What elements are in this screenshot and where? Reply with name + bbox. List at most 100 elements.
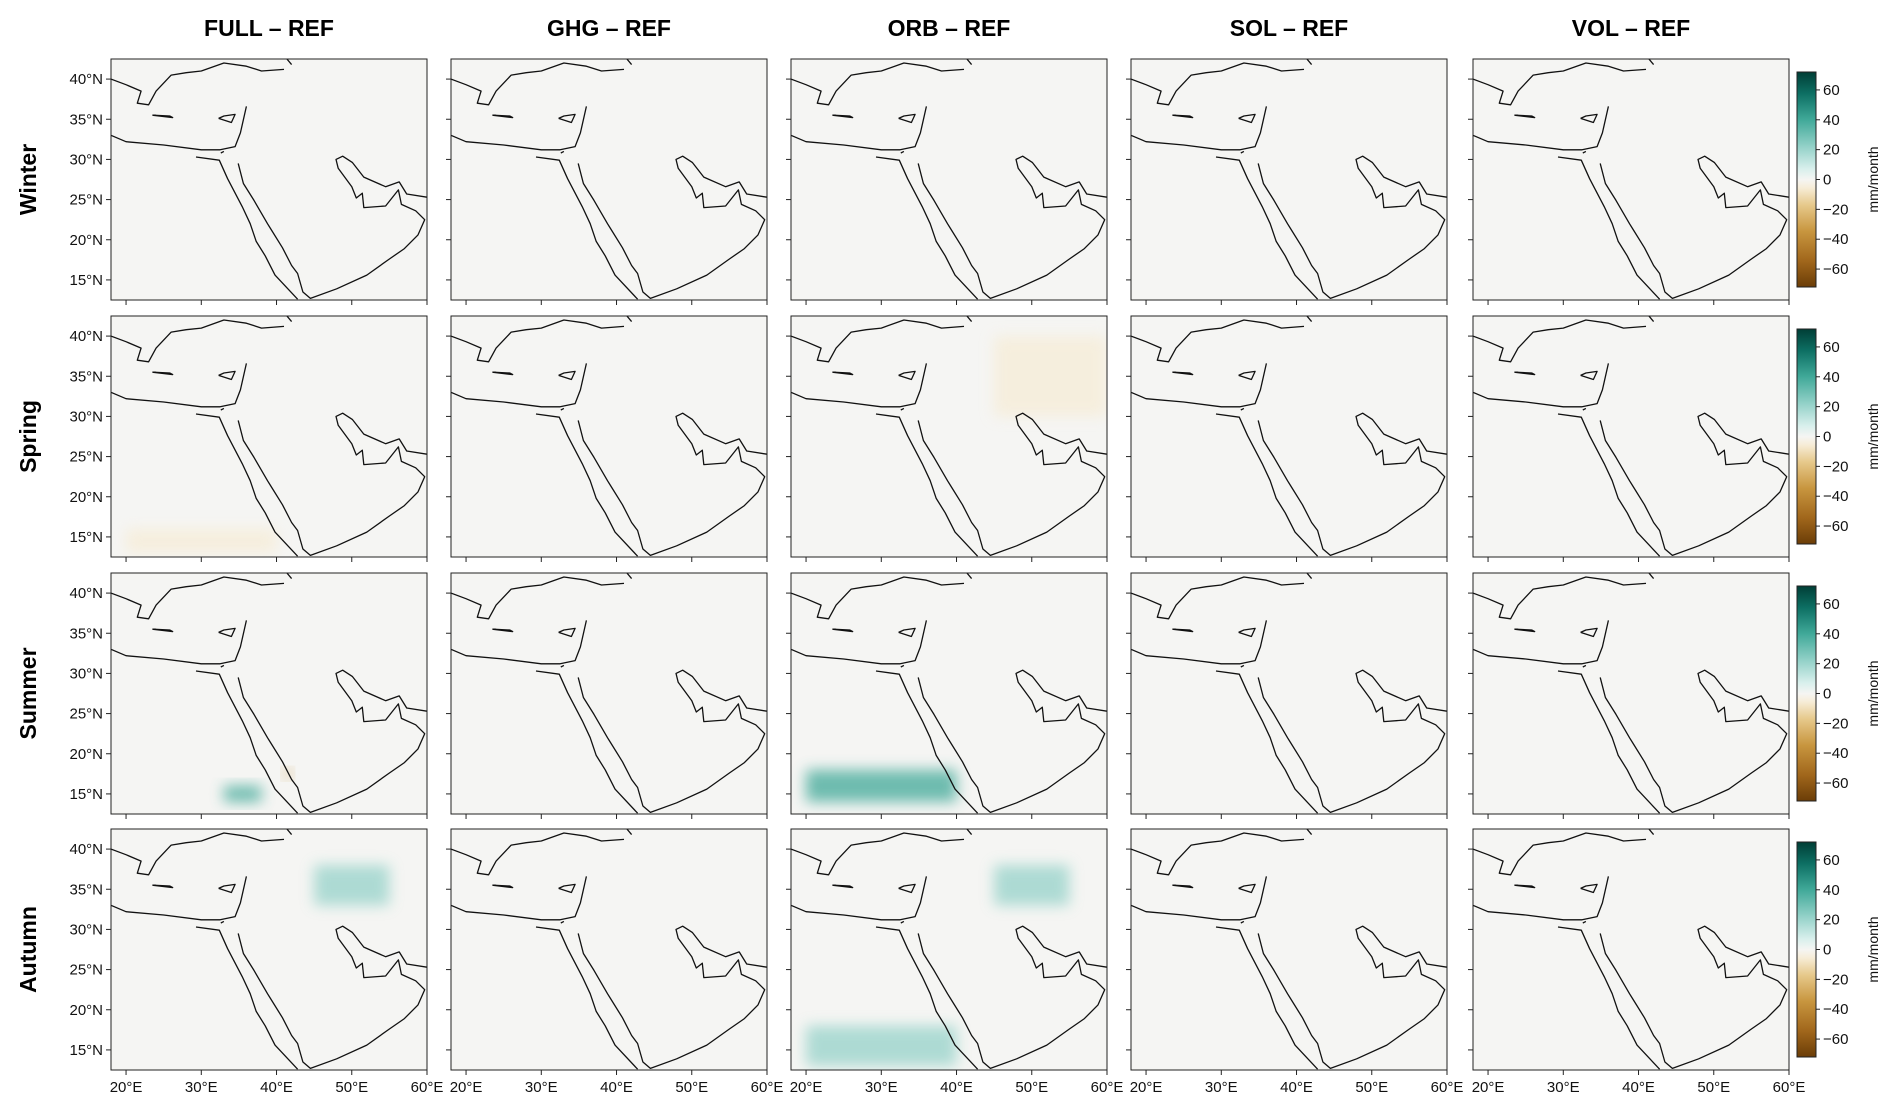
coastlines bbox=[1131, 316, 1447, 557]
coastlines bbox=[111, 59, 427, 300]
x-tick-label: 60°E bbox=[1091, 1079, 1124, 1096]
coastline bbox=[577, 669, 767, 814]
coastline bbox=[1582, 920, 1587, 924]
colorbar-tick-label: −60 bbox=[1823, 775, 1848, 792]
coastline bbox=[1599, 925, 1789, 1070]
anomaly-field bbox=[223, 769, 292, 802]
coastline bbox=[237, 925, 427, 1070]
coastline bbox=[1172, 628, 1194, 633]
map-background bbox=[791, 59, 1107, 300]
map-panel-spring-sol-ref bbox=[1126, 315, 1448, 562]
column-title-sol-ref: SOL – REF bbox=[1230, 15, 1348, 41]
coastline bbox=[832, 371, 854, 376]
coastline bbox=[1514, 114, 1536, 119]
coastlines bbox=[1131, 829, 1447, 1070]
colorbar-tick-label: −40 bbox=[1823, 1001, 1848, 1018]
coastline bbox=[1580, 627, 1598, 638]
coastline bbox=[875, 670, 979, 814]
colorbar-tick-label: 20 bbox=[1823, 399, 1840, 416]
colorbar-tick-label: 40 bbox=[1823, 112, 1840, 129]
map-frame bbox=[450, 315, 768, 558]
coastline bbox=[451, 62, 625, 106]
coastline bbox=[560, 920, 565, 924]
map-frame bbox=[790, 572, 1108, 815]
map-background bbox=[451, 59, 767, 300]
colorbar-tick-label: 0 bbox=[1823, 429, 1831, 446]
colorbar-tick-label: −60 bbox=[1823, 261, 1848, 278]
colorbar-tick-label: −40 bbox=[1823, 745, 1848, 762]
coastlines bbox=[791, 829, 1107, 1070]
coastline bbox=[791, 319, 965, 363]
x-tick-label: 50°E bbox=[675, 1079, 708, 1096]
coastline bbox=[1582, 407, 1587, 411]
map-panel-summer-orb-ref bbox=[786, 572, 1108, 819]
map-frame bbox=[790, 315, 1108, 558]
colorbar-tick-label: 20 bbox=[1823, 912, 1840, 929]
coastline bbox=[832, 884, 854, 889]
map-frame bbox=[450, 58, 768, 301]
x-tick-label: 20°E bbox=[1130, 1079, 1163, 1096]
coastline bbox=[560, 150, 565, 154]
coastline bbox=[1514, 884, 1536, 889]
y-tick-label: 20°N bbox=[69, 746, 103, 763]
map-frame bbox=[1472, 828, 1790, 1071]
map-frame bbox=[450, 572, 768, 815]
coastline bbox=[791, 106, 928, 151]
map-background bbox=[1473, 829, 1789, 1070]
coastline bbox=[1580, 370, 1598, 381]
coastline bbox=[535, 926, 639, 1070]
coastline bbox=[791, 832, 965, 876]
colorbar-tick-label: 60 bbox=[1823, 852, 1840, 869]
coastline bbox=[1131, 363, 1268, 408]
coastline bbox=[237, 412, 427, 557]
coastline bbox=[875, 156, 979, 300]
map-background bbox=[1131, 59, 1447, 300]
coastline bbox=[558, 883, 576, 894]
map-panel-autumn-sol-ref bbox=[1126, 828, 1448, 1075]
x-tick-label: 50°E bbox=[1697, 1079, 1730, 1096]
coastline bbox=[558, 370, 576, 381]
coastline bbox=[492, 371, 514, 376]
coastline bbox=[111, 576, 285, 620]
coastline bbox=[1257, 155, 1447, 300]
coastline bbox=[791, 620, 928, 665]
coastline bbox=[220, 150, 225, 154]
map-frame bbox=[790, 58, 1108, 301]
coastline bbox=[451, 576, 625, 620]
map-panel-winter-full-ref: 40°N 35°N 30°N 25°N 20°N 15°N bbox=[69, 58, 428, 305]
coastline bbox=[1557, 670, 1661, 814]
colorbar-tick-label: −40 bbox=[1823, 231, 1848, 248]
coastline bbox=[900, 920, 905, 924]
coastline bbox=[451, 363, 588, 408]
y-tick-label: 20°N bbox=[69, 1002, 103, 1019]
map-background bbox=[451, 573, 767, 814]
x-tick-label: 20°E bbox=[110, 1079, 143, 1096]
coastline bbox=[832, 628, 854, 633]
coastline bbox=[492, 628, 514, 633]
colorbar-tick-label: 0 bbox=[1823, 686, 1831, 703]
y-tick-label: 25°N bbox=[69, 962, 103, 979]
coastline bbox=[1238, 113, 1256, 124]
anomaly-field bbox=[806, 769, 957, 802]
x-tick-label: 30°E bbox=[525, 1079, 558, 1096]
coastline bbox=[1172, 371, 1194, 376]
coastline bbox=[1131, 106, 1268, 151]
x-tick-label: 60°E bbox=[1773, 1079, 1806, 1096]
map-panel-winter-vol-ref bbox=[1468, 58, 1790, 305]
colorbar-tick-label: 0 bbox=[1823, 172, 1831, 189]
coastline bbox=[560, 407, 565, 411]
map-panel-winter-ghg-ref bbox=[446, 58, 768, 305]
coastline bbox=[237, 669, 427, 814]
coastlines bbox=[791, 573, 1107, 814]
map-background bbox=[1473, 59, 1789, 300]
coastlines bbox=[1473, 59, 1789, 300]
map-frame bbox=[110, 58, 428, 301]
coastline bbox=[218, 883, 236, 894]
map-frame bbox=[1130, 828, 1448, 1071]
coastline bbox=[451, 106, 588, 151]
map-background bbox=[1131, 316, 1447, 557]
coastline bbox=[1599, 669, 1789, 814]
coastline bbox=[917, 412, 1107, 557]
coastlines bbox=[1473, 316, 1789, 557]
x-tick-label: 20°E bbox=[450, 1079, 483, 1096]
